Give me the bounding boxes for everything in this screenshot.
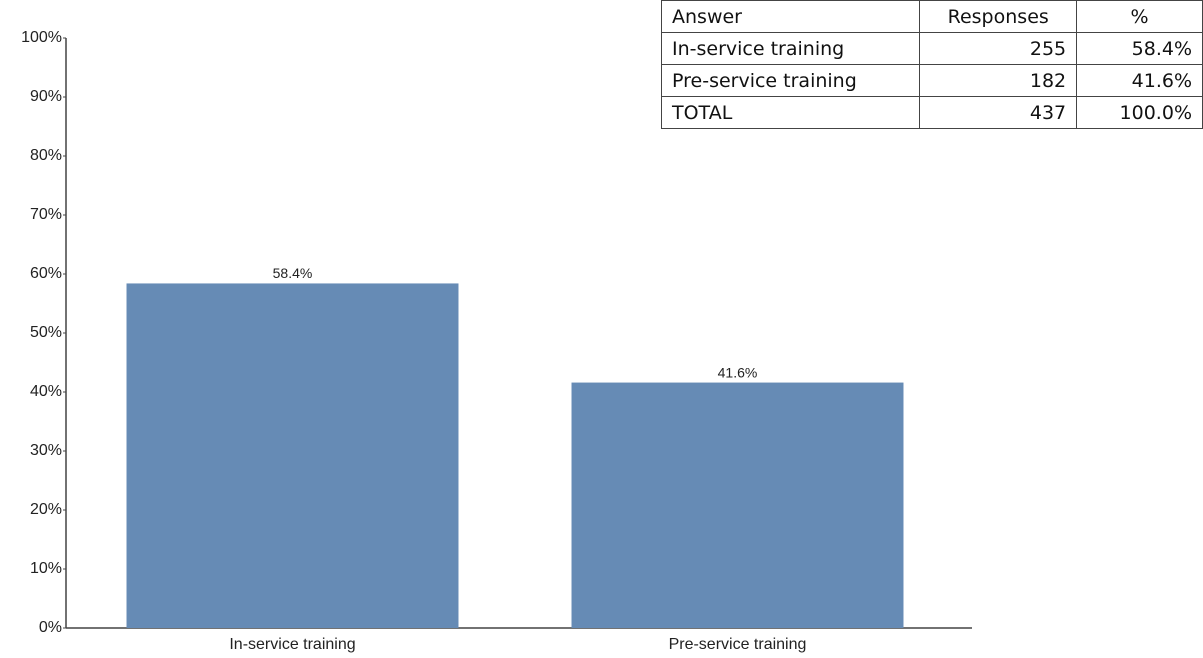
table-cell: Pre-service training [660,64,921,97]
header-cell: Answer [660,0,921,33]
y-tick-label: 80% [30,147,62,164]
table-cell: 255 [919,32,1078,65]
table-header: Answer Responses % [660,0,1203,33]
y-tick-label: 90% [30,88,62,105]
summary-table: Answer Responses % In-service training 25… [660,0,1203,129]
table-row: Pre-service training 182 41.6% [660,64,1203,97]
x-tick-label: In-service training [229,636,355,653]
header-cell: Responses [919,0,1078,33]
table-row: In-service training 255 58.4% [660,32,1203,65]
y-tick-label: 70% [30,206,62,223]
header-cell: % [1076,0,1203,33]
table-cell: TOTAL [660,96,921,129]
y-tick-label: 0% [39,619,62,636]
bar [126,283,459,628]
table-cell: 182 [919,64,1078,97]
table-cell: 437 [919,96,1078,129]
y-tick-label: 10% [30,560,62,577]
value-label: 58.4% [273,265,313,281]
y-tick-label: 30% [30,442,62,459]
y-tick-label: 50% [30,324,62,341]
table-cell: In-service training [660,32,921,65]
y-tick-label: 40% [30,383,62,400]
value-label: 41.6% [718,364,758,380]
table-cell: 100.0% [1076,96,1203,129]
bar [571,382,904,628]
y-tick-label: 20% [30,501,62,518]
y-tick-label: 60% [30,265,62,282]
table-cell: 41.6% [1076,64,1203,97]
table-cell: 58.4% [1076,32,1203,65]
x-tick-label: Pre-service training [669,636,807,653]
table-row: TOTAL 437 100.0% [660,96,1203,129]
y-tick-label: 100% [21,29,62,46]
